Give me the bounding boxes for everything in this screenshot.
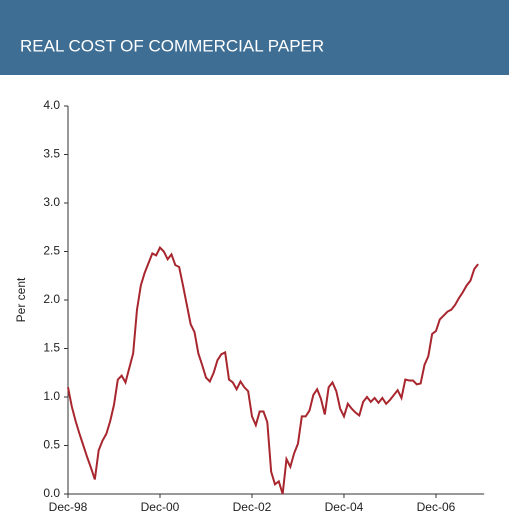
data-line: [67, 245, 479, 495]
y-tick-label: 0.5: [43, 438, 60, 452]
x-tick-label: Dec-00: [141, 500, 180, 514]
y-tick-label: 1.0: [43, 389, 60, 403]
x-tick-label: Dec-06: [417, 500, 456, 514]
x-tick-label: Dec-02: [233, 500, 272, 514]
y-axis-label: Per cent: [14, 277, 28, 322]
chart-title: REAL COST OF COMMERCIAL PAPER: [20, 36, 324, 55]
y-tick-label: 0.0: [43, 486, 60, 500]
y-tick-label: 3.0: [43, 195, 60, 209]
x-tick-label: Dec-04: [325, 500, 364, 514]
y-tick-label: 4.0: [43, 98, 60, 112]
y-tick-label: 1.5: [43, 341, 60, 355]
y-tick-label: 2.5: [43, 244, 60, 258]
x-tick-label: Dec-98: [49, 500, 88, 514]
header-band: [0, 0, 509, 75]
y-tick-label: 2.0: [43, 292, 60, 306]
y-tick-label: 3.5: [43, 147, 60, 161]
